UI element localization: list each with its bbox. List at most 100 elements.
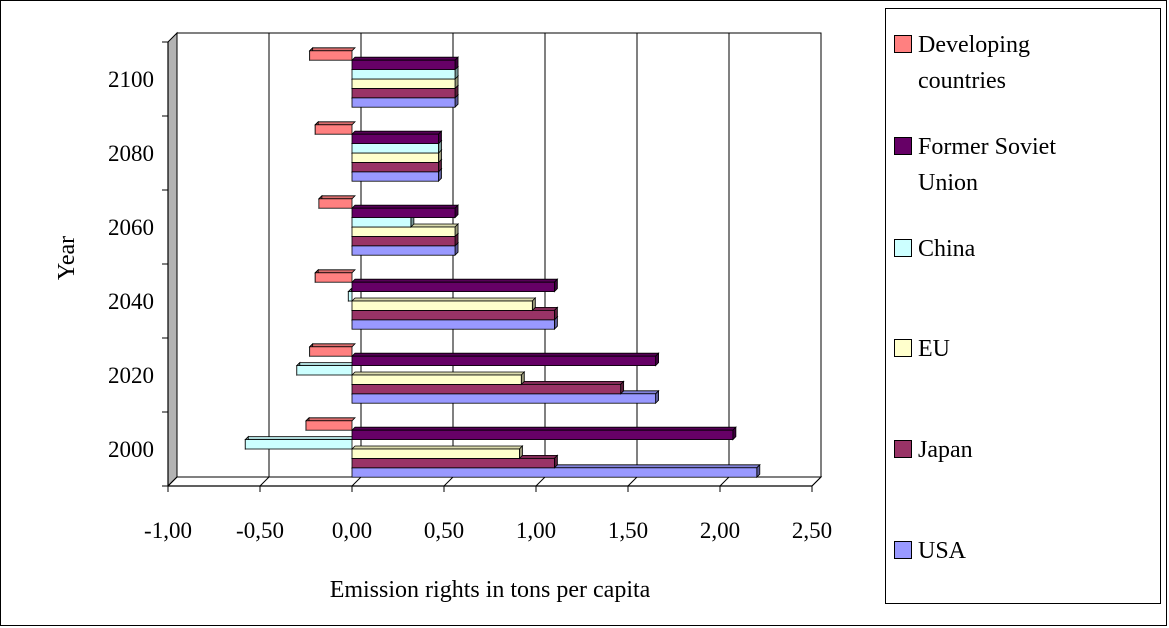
y-tick-label-2080: 2080 xyxy=(108,141,154,166)
legend-label-eu: EU xyxy=(918,336,950,362)
legend-swatch-japan xyxy=(894,440,912,458)
bar-former-soviet-union-2020 xyxy=(351,352,660,367)
bar-usa-2000-front xyxy=(351,467,758,478)
x-tick-label-6: 2,00 xyxy=(700,518,740,543)
floor xyxy=(166,476,823,487)
bar-former-soviet-union-2040-top xyxy=(351,278,559,283)
legend-label-japan: Japan xyxy=(918,437,973,463)
bar-former-soviet-union-2100-front xyxy=(351,59,456,71)
bar-china-2040-front xyxy=(347,291,353,302)
x-tick-label-4: 1,00 xyxy=(516,518,556,543)
floor-gridline-5 xyxy=(627,476,638,487)
bar-developing-countries-2060-front xyxy=(318,198,353,209)
legend-item-usa: USA xyxy=(894,533,1118,569)
bar-former-soviet-union-2000-top xyxy=(351,426,737,431)
bar-former-soviet-union-2060-top xyxy=(351,204,460,209)
bar-japan-2000-front xyxy=(351,457,555,469)
bar-eu-2040-front xyxy=(351,300,533,311)
legend-swatch-usa xyxy=(894,541,912,559)
bar-developing-countries-2020-top xyxy=(308,343,356,348)
bar-usa-2080-front xyxy=(351,171,439,182)
bar-developing-countries-2100-top xyxy=(308,47,356,52)
legend-swatch-eu xyxy=(894,339,912,357)
bar-former-soviet-union-2080 xyxy=(351,130,443,145)
x-tick-label-2: 0,00 xyxy=(332,518,372,543)
bar-developing-countries-2040 xyxy=(314,268,356,284)
legend-item-former-soviet-union: Former Soviet Union xyxy=(894,129,1118,201)
x-tick-label-3: 0,50 xyxy=(424,518,464,543)
bar-japan-2060-front xyxy=(351,235,456,247)
bar-developing-countries-2100-front xyxy=(309,50,353,61)
bar-eu-2000-top xyxy=(351,445,524,450)
bar-former-soviet-union-2080-front xyxy=(351,133,439,144)
bar-china-2000-front xyxy=(244,439,353,450)
bar-developing-countries-2060 xyxy=(317,194,356,210)
y-tick-label-2000: 2000 xyxy=(108,437,154,462)
bar-eu-2020-top xyxy=(351,371,526,376)
bar-japan-2100-front xyxy=(351,88,456,99)
legend-label-developing-countries: Developing countries xyxy=(918,32,1030,94)
bar-former-soviet-union-2000 xyxy=(351,426,737,441)
bar-eu-2080-front xyxy=(351,152,439,163)
back-wall xyxy=(176,32,822,478)
bar-developing-countries-2040-top xyxy=(314,269,356,274)
bar-china-2020-top xyxy=(295,362,356,367)
bar-china-2000-top xyxy=(244,436,356,441)
bar-china-2020 xyxy=(295,361,356,376)
axes xyxy=(162,41,813,492)
bar-developing-countries-2060-top xyxy=(317,195,356,200)
bar-developing-countries-2100 xyxy=(308,46,356,62)
legend-label-usa: USA xyxy=(918,538,967,564)
bar-eu-2060-front xyxy=(351,226,456,237)
floor-gridline-0 xyxy=(167,476,178,487)
bar-eu-2020 xyxy=(351,371,526,386)
legend-item-japan: Japan xyxy=(894,432,1118,468)
x-axis-title: Emission rights in tons per capita xyxy=(330,577,651,603)
legend-item-eu: EU xyxy=(894,331,1118,367)
bar-eu-2040 xyxy=(351,297,537,312)
legend-item-developing-countries: Developing countries xyxy=(894,27,1118,99)
bar-developing-countries-2000-top xyxy=(305,417,356,422)
bar-usa-2040-front xyxy=(351,319,555,330)
bar-developing-countries-2020 xyxy=(308,342,356,358)
legend-item-china: China xyxy=(894,231,1118,267)
bar-chart: -1,00 -0,50 0,00 0,50 1,00 1,50 2,00 2,50 20002… xyxy=(54,31,832,603)
y-tick-label-2100: 2100 xyxy=(108,67,154,92)
bar-china-2020-front xyxy=(296,365,353,376)
bars xyxy=(244,46,761,479)
y-tick-label-2060: 2060 xyxy=(108,215,154,240)
bar-usa-2100-front xyxy=(351,97,456,108)
bar-former-soviet-union-2060-front xyxy=(351,207,456,218)
legend: Developing countries Former Soviet Union… xyxy=(885,8,1161,604)
floor-gridline-7 xyxy=(811,476,822,487)
bar-developing-countries-2000 xyxy=(305,416,356,432)
x-tick-label-7: 2,50 xyxy=(792,518,832,543)
legend-swatch-former-soviet-union xyxy=(894,137,912,155)
bar-developing-countries-2000-front xyxy=(305,420,353,431)
bar-former-soviet-union-2100 xyxy=(351,56,460,71)
bar-china-2000 xyxy=(244,435,356,450)
floor-gridline-3 xyxy=(443,476,454,487)
x-tick-label-0: -1,00 xyxy=(144,518,192,543)
bar-japan-2020-front xyxy=(351,383,622,395)
bar-developing-countries-2040-front xyxy=(314,272,353,283)
legend-label-former-soviet-union: Former Soviet Union xyxy=(918,134,1056,196)
bar-former-soviet-union-2020-top xyxy=(351,352,660,357)
floor-gridline-6 xyxy=(719,476,730,487)
floor-gridline-1 xyxy=(259,476,270,487)
bar-former-soviet-union-2060 xyxy=(351,204,460,219)
bar-usa-2020-front xyxy=(351,393,657,404)
plot-walls xyxy=(166,31,823,488)
bar-former-soviet-union-2020-front xyxy=(351,355,657,367)
bar-eu-2000 xyxy=(351,445,524,460)
floor-gridline-4 xyxy=(535,476,546,487)
bar-usa-2060-front xyxy=(351,245,456,256)
bar-developing-countries-2020-front xyxy=(309,346,353,357)
bar-former-soviet-union-2100-top xyxy=(351,56,460,61)
bar-former-soviet-union-2080-top xyxy=(351,130,443,135)
y-tick-label-2040: 2040 xyxy=(108,289,154,314)
bar-developing-countries-2080-front xyxy=(314,124,353,135)
floor-gridline-2 xyxy=(351,476,362,487)
bar-former-soviet-union-2040 xyxy=(351,278,559,293)
